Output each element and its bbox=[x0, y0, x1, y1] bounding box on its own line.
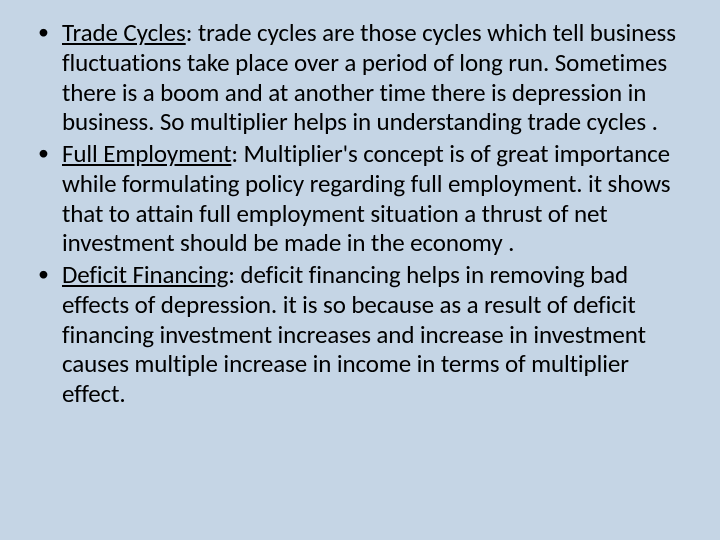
list-item: Deficit Financing: deficit financing hel… bbox=[28, 260, 692, 409]
slide: Trade Cycles: trade cycles are those cyc… bbox=[0, 0, 720, 540]
list-item: Trade Cycles: trade cycles are those cyc… bbox=[28, 18, 692, 137]
bullet-term: Deficit Financing bbox=[62, 259, 228, 290]
bullet-term: Trade Cycles bbox=[62, 17, 186, 48]
list-item: Full Employment: Multiplier's concept is… bbox=[28, 139, 692, 258]
bullet-term: Full Employment bbox=[62, 138, 231, 169]
bullet-list: Trade Cycles: trade cycles are those cyc… bbox=[28, 18, 692, 409]
